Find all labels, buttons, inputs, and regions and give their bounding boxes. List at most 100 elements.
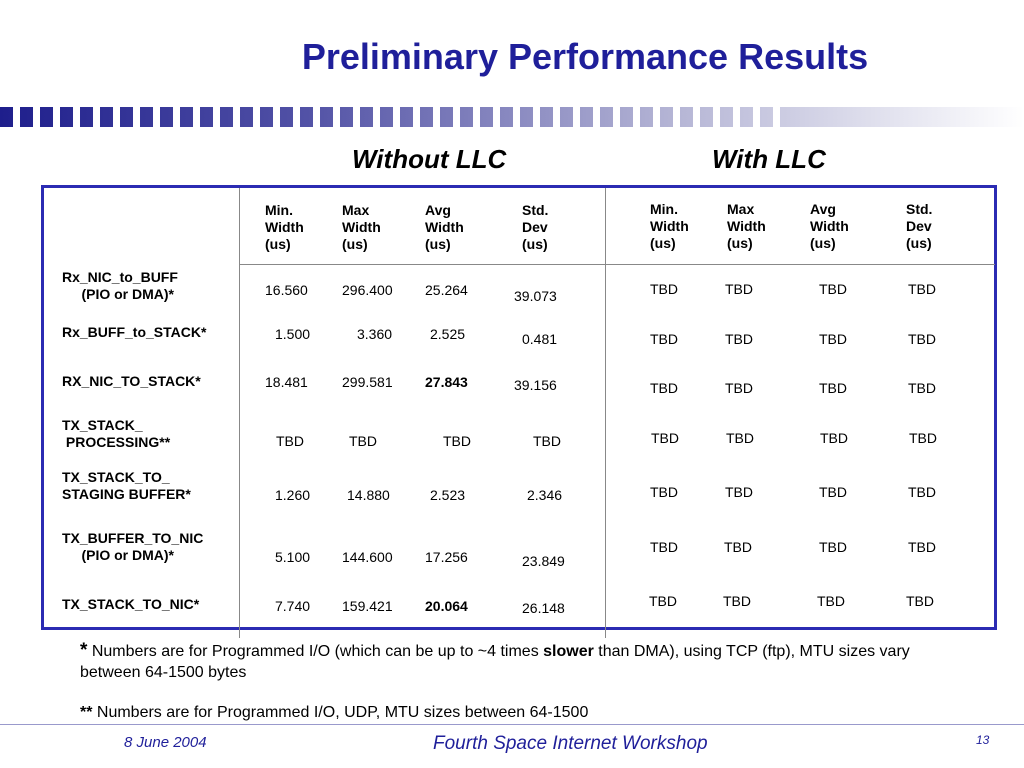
table-cell: 14.880 — [347, 487, 390, 503]
bar-divider — [673, 107, 680, 127]
table-cell: TBD — [906, 593, 934, 609]
table-cell: TBD — [650, 484, 678, 500]
footnote-marker: * — [80, 640, 88, 661]
bar-divider — [233, 107, 240, 127]
table-cell: 18.481 — [265, 374, 308, 390]
bar-divider — [113, 107, 120, 127]
table-cell: TBD — [908, 380, 936, 396]
table-cell: TBD — [725, 380, 753, 396]
table-cell: TBD — [819, 380, 847, 396]
table-cell: TBD — [650, 539, 678, 555]
bar-divider — [633, 107, 640, 127]
table-cell: TBD — [908, 539, 936, 555]
results-table — [41, 185, 997, 630]
table-cell: TBD — [649, 593, 677, 609]
row-label: Rx_NIC_to_BUFF (PIO or DMA)* — [62, 269, 178, 302]
header-min-width: Min. Width (us) — [650, 201, 689, 251]
table-cell: TBD — [533, 433, 561, 449]
table-cell: 2.346 — [527, 487, 563, 503]
table-cell: 299.581 — [342, 374, 393, 390]
table-cell: TBD — [443, 433, 471, 449]
header-std-dev: Std. Dev (us) — [522, 202, 549, 252]
table-cell: TBD — [908, 281, 936, 297]
header-max-width: Max Width (us) — [727, 201, 766, 251]
row-label: RX_NIC_TO_STACK* — [62, 373, 201, 389]
table-cell: TBD — [819, 331, 847, 347]
row-label: TX_STACK_TO_NIC* — [62, 596, 200, 612]
bar-divider — [193, 107, 200, 127]
row-label: Rx_BUFF_to_STACK* — [62, 324, 207, 340]
table-cell: TBD — [651, 430, 679, 446]
header-avg-width: Avg Width (us) — [810, 201, 849, 251]
bar-divider — [173, 107, 180, 127]
table-cell: 39.073 — [514, 288, 557, 304]
table-cell: 25.264 — [425, 282, 468, 298]
bar-divider — [513, 107, 520, 127]
row-label: TX_STACK_ PROCESSING** — [62, 417, 171, 450]
bar-divider — [433, 107, 440, 127]
bar-divider — [93, 107, 100, 127]
bar-divider — [693, 107, 700, 127]
bar-divider — [353, 107, 360, 127]
table-cell: 144.600 — [342, 549, 393, 565]
bar-divider — [393, 107, 400, 127]
section-label-without-llc: Without LLC — [352, 144, 507, 174]
table-cell: 26.148 — [522, 600, 565, 616]
header-divider — [239, 264, 995, 265]
footnote-text: than DMA), using TCP (ftp), MTU sizes va… — [80, 643, 910, 681]
section-label-with-llc: With LLC — [712, 144, 826, 174]
table-cell: 3.360 — [357, 326, 393, 342]
table-cell: TBD — [725, 484, 753, 500]
bar-divider — [373, 107, 380, 127]
table-cell: 39.156 — [514, 377, 557, 393]
table-cell: TBD — [723, 593, 751, 609]
bar-divider — [213, 107, 220, 127]
bar-divider — [53, 107, 60, 127]
table-cell: 2.523 — [430, 487, 466, 503]
page-number: 13 — [976, 733, 990, 747]
table-cell: 20.064 — [425, 598, 468, 614]
table-cell: TBD — [817, 593, 845, 609]
bar-divider — [753, 107, 760, 127]
row-label: TX_BUFFER_TO_NIC (PIO or DMA)* — [62, 530, 204, 563]
table-cell: TBD — [650, 331, 678, 347]
bar-divider — [713, 107, 720, 127]
table-cell: 27.843 — [425, 374, 468, 390]
bar-divider — [333, 107, 340, 127]
bar-divider — [73, 107, 80, 127]
bar-divider — [413, 107, 420, 127]
footnote-emphasis: slower — [543, 643, 594, 660]
footnote-pio-udp: ** Numbers are for Programmed I/O, UDP, … — [80, 702, 960, 723]
bar-divider — [473, 107, 480, 127]
header-std-dev: Std. Dev (us) — [906, 201, 933, 251]
bar-divider — [593, 107, 600, 127]
bar-divider — [153, 107, 160, 127]
bar-divider — [613, 107, 620, 127]
table-cell: TBD — [726, 430, 754, 446]
bar-divider — [653, 107, 660, 127]
table-cell: TBD — [725, 281, 753, 297]
bar-divider — [293, 107, 300, 127]
table-cell: TBD — [349, 433, 377, 449]
column-divider — [239, 188, 240, 638]
bar-divider — [493, 107, 500, 127]
bar-divider — [313, 107, 320, 127]
table-cell: 17.256 — [425, 549, 468, 565]
table-cell: TBD — [820, 430, 848, 446]
footnote-text: Numbers are for Programmed I/O, UDP, MTU… — [92, 704, 589, 721]
table-cell: TBD — [909, 430, 937, 446]
table-cell: 23.849 — [522, 553, 565, 569]
bar-divider — [273, 107, 280, 127]
column-divider — [605, 188, 606, 638]
table-cell: 5.100 — [275, 549, 311, 565]
table-cell: 296.400 — [342, 282, 393, 298]
table-cell: TBD — [650, 281, 678, 297]
row-label: TX_STACK_TO_ STAGING BUFFER* — [62, 469, 191, 502]
table-cell: 1.500 — [275, 326, 311, 342]
footnote-marker: ** — [80, 704, 93, 721]
table-cell: TBD — [725, 331, 753, 347]
bar-divider — [253, 107, 260, 127]
table-cell: 7.740 — [275, 598, 311, 614]
header-avg-width: Avg Width (us) — [425, 202, 464, 252]
table-cell: 2.525 — [430, 326, 466, 342]
